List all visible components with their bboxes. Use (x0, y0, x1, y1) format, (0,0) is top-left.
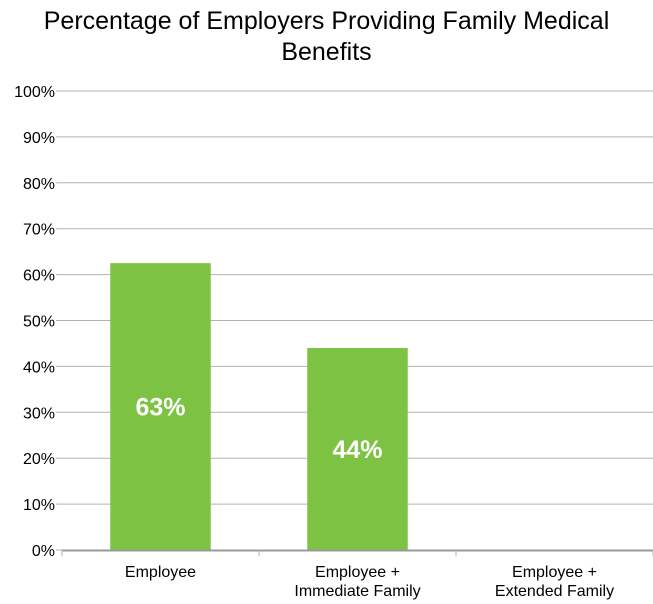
chart-title: Percentage of Employers Providing Family… (0, 6, 653, 68)
y-tick-label: 0% (32, 543, 55, 560)
chart-title-line-2: Benefits (281, 38, 372, 66)
y-tick-label: 80% (23, 176, 55, 193)
y-tick-label: 90% (23, 130, 55, 147)
x-axis-ticks: Employee Employee + Immediate FamilyEmploy… (125, 564, 614, 600)
y-tick-label: 100% (14, 84, 55, 101)
y-tick-label: 20% (23, 451, 55, 468)
bar-data-label: 63% (135, 394, 185, 422)
y-axis-ticks: 0% 10% 20% 30% 40% 50% 60% 70% 80% 90% 100% (14, 84, 55, 560)
x-tick-label: Employee + Extended Family (495, 564, 614, 600)
x-tick-label-line: Employee (125, 564, 196, 581)
x-tick-label-line: Extended Family (495, 583, 614, 600)
y-tick-label: 70% (23, 222, 55, 239)
y-tick-label: 40% (23, 359, 55, 376)
y-tick-label: 60% (23, 268, 55, 285)
x-tick-label-line: Immediate Family (294, 583, 420, 600)
bar (110, 263, 211, 550)
x-tick-label-line: Employee + (512, 564, 597, 581)
y-tick-label: 10% (23, 497, 55, 514)
chart-title-line-1: Percentage of Employers Providing Family… (43, 7, 610, 35)
x-tick-label: Employee + Immediate Family (294, 564, 420, 600)
bars (110, 263, 408, 550)
data-labels: 63% 44% (135, 394, 382, 464)
y-tick-label: 30% (23, 405, 55, 422)
x-axis (61, 549, 653, 556)
bar-data-label: 44% (332, 436, 382, 464)
x-tick-label: Employee (125, 564, 196, 581)
bar (307, 348, 408, 550)
y-tick-label: 50% (23, 314, 55, 331)
x-tick-label-line: Employee + (315, 564, 400, 581)
